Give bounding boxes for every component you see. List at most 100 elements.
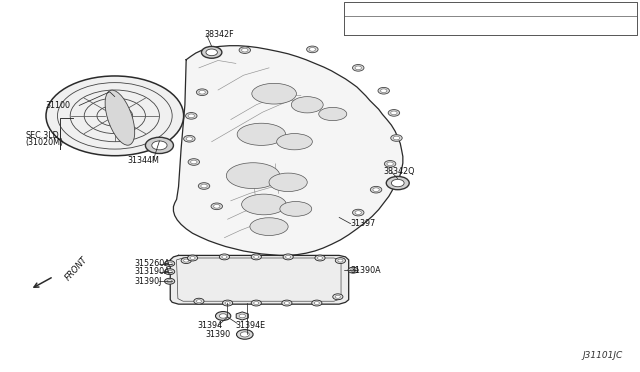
Circle shape xyxy=(394,136,399,140)
Circle shape xyxy=(373,188,380,192)
Circle shape xyxy=(391,135,402,141)
Circle shape xyxy=(314,302,319,305)
Circle shape xyxy=(371,186,382,193)
Circle shape xyxy=(355,211,362,214)
Circle shape xyxy=(348,267,358,273)
Circle shape xyxy=(196,300,202,303)
Circle shape xyxy=(46,76,184,156)
Text: 38342F: 38342F xyxy=(204,30,234,39)
Circle shape xyxy=(283,254,293,260)
Circle shape xyxy=(237,330,253,339)
Circle shape xyxy=(181,258,191,263)
Circle shape xyxy=(201,184,207,188)
Ellipse shape xyxy=(252,83,296,104)
Circle shape xyxy=(167,270,172,273)
Text: 31394E: 31394E xyxy=(236,321,266,330)
Circle shape xyxy=(191,160,197,164)
Circle shape xyxy=(355,66,362,70)
Text: 31100: 31100 xyxy=(45,101,70,110)
Text: (31020M): (31020M) xyxy=(26,138,64,147)
Text: 31390A: 31390A xyxy=(351,266,381,275)
Circle shape xyxy=(186,112,197,119)
Circle shape xyxy=(188,255,198,261)
Circle shape xyxy=(391,111,397,115)
Circle shape xyxy=(381,89,387,93)
Circle shape xyxy=(338,259,343,262)
Polygon shape xyxy=(236,312,248,320)
Circle shape xyxy=(184,135,195,142)
Polygon shape xyxy=(170,256,349,304)
Text: 315260A: 315260A xyxy=(134,259,170,268)
Circle shape xyxy=(239,314,246,318)
Circle shape xyxy=(222,256,227,259)
Circle shape xyxy=(194,298,204,304)
Ellipse shape xyxy=(269,173,307,192)
Ellipse shape xyxy=(276,134,312,150)
Circle shape xyxy=(251,300,261,306)
Circle shape xyxy=(211,203,223,210)
Circle shape xyxy=(167,262,172,265)
Circle shape xyxy=(307,46,318,53)
Text: 31397: 31397 xyxy=(351,219,376,228)
Text: 31390: 31390 xyxy=(205,330,230,339)
Text: 31390J: 31390J xyxy=(134,277,161,286)
Circle shape xyxy=(186,137,193,141)
Circle shape xyxy=(188,159,200,165)
Circle shape xyxy=(164,278,175,284)
Ellipse shape xyxy=(237,123,285,145)
Circle shape xyxy=(388,110,399,116)
Circle shape xyxy=(206,49,218,56)
Ellipse shape xyxy=(280,202,312,216)
Circle shape xyxy=(167,280,172,283)
Polygon shape xyxy=(173,46,403,256)
Circle shape xyxy=(225,302,230,305)
Circle shape xyxy=(253,302,259,305)
Circle shape xyxy=(242,48,248,52)
Circle shape xyxy=(251,254,261,260)
Circle shape xyxy=(164,260,175,266)
Circle shape xyxy=(351,269,356,272)
Circle shape xyxy=(353,64,364,71)
Circle shape xyxy=(387,162,394,166)
Circle shape xyxy=(223,300,233,306)
Circle shape xyxy=(335,258,346,263)
Circle shape xyxy=(285,256,291,259)
Circle shape xyxy=(378,87,390,94)
Circle shape xyxy=(145,137,173,154)
Circle shape xyxy=(392,179,404,187)
Ellipse shape xyxy=(242,194,286,215)
Circle shape xyxy=(353,209,364,216)
Circle shape xyxy=(335,295,340,298)
Text: 31394: 31394 xyxy=(198,321,223,330)
Circle shape xyxy=(214,205,220,208)
Circle shape xyxy=(198,183,210,189)
Ellipse shape xyxy=(291,97,323,113)
Text: 313190A: 313190A xyxy=(134,267,170,276)
Circle shape xyxy=(241,332,249,337)
Circle shape xyxy=(152,141,167,150)
Text: J31101JC: J31101JC xyxy=(582,351,623,360)
Circle shape xyxy=(184,259,189,262)
Circle shape xyxy=(284,302,289,305)
Ellipse shape xyxy=(250,218,288,235)
Circle shape xyxy=(315,255,325,261)
Circle shape xyxy=(309,48,316,51)
Circle shape xyxy=(199,90,205,94)
Circle shape xyxy=(220,254,230,260)
Circle shape xyxy=(333,294,343,300)
Circle shape xyxy=(312,300,322,306)
Circle shape xyxy=(202,46,222,58)
Circle shape xyxy=(385,161,396,167)
Circle shape xyxy=(196,89,208,96)
Circle shape xyxy=(282,300,292,306)
Text: FRONT: FRONT xyxy=(64,255,90,283)
Text: 31344M: 31344M xyxy=(127,156,159,166)
Circle shape xyxy=(387,176,409,190)
Ellipse shape xyxy=(319,108,347,121)
Circle shape xyxy=(216,311,231,320)
Ellipse shape xyxy=(105,90,134,145)
Circle shape xyxy=(253,256,259,259)
Circle shape xyxy=(190,257,195,260)
Circle shape xyxy=(239,47,250,54)
Circle shape xyxy=(220,314,227,318)
